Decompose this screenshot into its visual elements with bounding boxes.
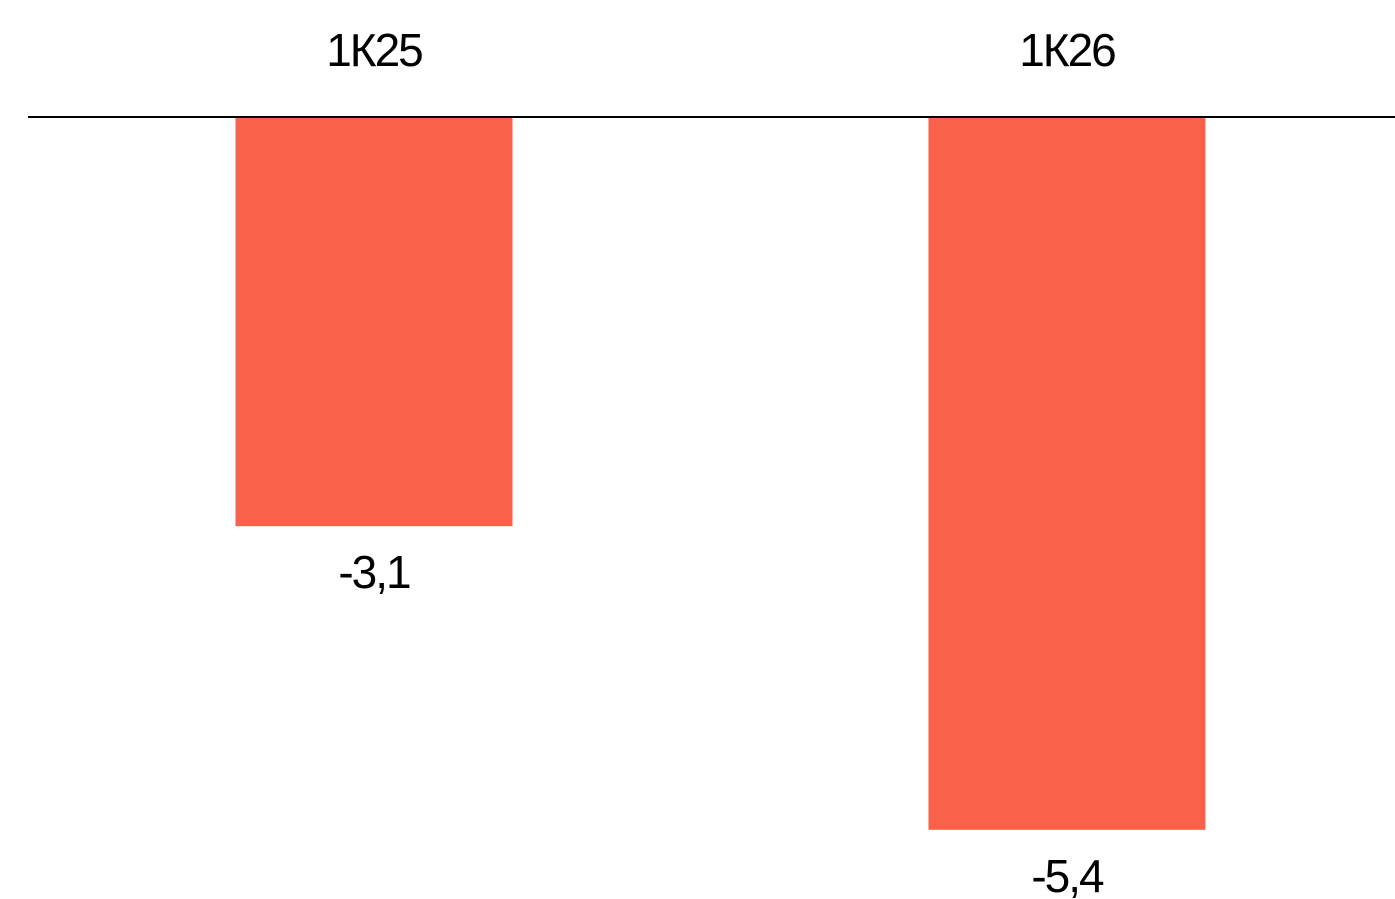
- value-label-cat-1: -3,1: [338, 546, 410, 598]
- category-label-cat-2: 1К26: [1019, 24, 1115, 76]
- bar-cat-1: [235, 117, 513, 527]
- value-label-cat-2: -5,4: [1031, 850, 1104, 899]
- bars-group: [235, 117, 1206, 830]
- bar-cat-2: [928, 117, 1206, 830]
- category-label-cat-1: 1К25: [326, 24, 422, 76]
- value-labels-group: -3,1 -5,4: [338, 546, 1106, 899]
- category-labels-group: 1К25 1К26: [326, 24, 1117, 76]
